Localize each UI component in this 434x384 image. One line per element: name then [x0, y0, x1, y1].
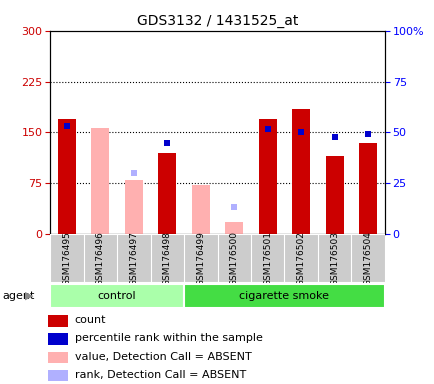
Text: GSM176499: GSM176499 [196, 231, 205, 286]
Text: GSM176495: GSM176495 [62, 231, 71, 286]
Text: control: control [98, 291, 136, 301]
Text: cigarette smoke: cigarette smoke [239, 291, 329, 301]
Bar [91, 128, 109, 234]
Bar [325, 156, 343, 234]
Bar [258, 119, 276, 234]
Text: GSM176496: GSM176496 [95, 231, 105, 286]
Bar [48, 351, 68, 363]
Bar [48, 333, 68, 345]
Bar [224, 222, 243, 234]
Text: GSM176503: GSM176503 [329, 231, 339, 286]
Bar [184, 283, 384, 308]
Text: GSM176501: GSM176501 [263, 231, 272, 286]
Bar [48, 315, 68, 327]
Bar [124, 180, 143, 234]
Text: GSM176498: GSM176498 [162, 231, 171, 286]
Text: GSM176497: GSM176497 [129, 231, 138, 286]
Text: GSM176504: GSM176504 [363, 231, 372, 286]
Bar [158, 153, 176, 234]
Title: GDS3132 / 1431525_at: GDS3132 / 1431525_at [137, 14, 297, 28]
Bar [50, 283, 184, 308]
Text: agent: agent [2, 291, 34, 301]
Text: count: count [75, 315, 106, 325]
Text: GSM176502: GSM176502 [296, 231, 305, 286]
Text: value, Detection Call = ABSENT: value, Detection Call = ABSENT [75, 352, 251, 362]
Text: ▶: ▶ [25, 291, 34, 301]
Text: GSM176500: GSM176500 [229, 231, 238, 286]
Bar [358, 143, 377, 234]
Text: percentile rank within the sample: percentile rank within the sample [75, 333, 262, 343]
Bar [48, 370, 68, 381]
Bar [191, 185, 210, 234]
Text: rank, Detection Call = ABSENT: rank, Detection Call = ABSENT [75, 370, 246, 380]
Bar [291, 109, 310, 234]
Bar [57, 119, 76, 234]
